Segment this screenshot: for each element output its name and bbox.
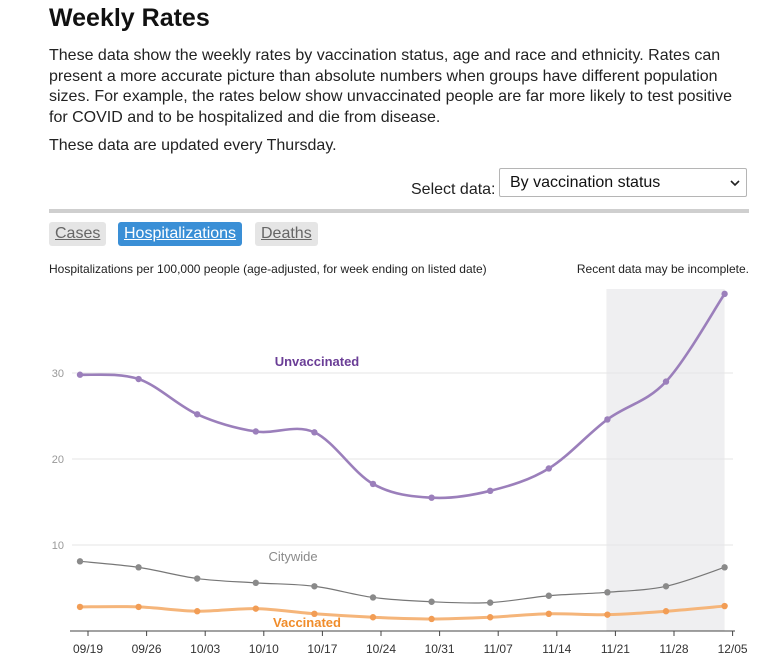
- x-tick-label: 10/17: [307, 642, 337, 656]
- unvaccinated-point: [194, 411, 201, 418]
- tab-deaths[interactable]: Deaths: [255, 222, 318, 246]
- unvaccinated-point: [428, 494, 435, 501]
- vaccinated-point: [662, 608, 670, 615]
- unvaccinated-point: [662, 378, 670, 385]
- unvaccinated-point: [135, 375, 142, 383]
- vaccinated-point: [76, 603, 84, 611]
- citywide-line: [79, 560, 725, 604]
- vaccinated-point: [721, 602, 728, 610]
- vaccinated-series-label: Vaccinated: [273, 615, 341, 630]
- vaccinated-point: [194, 608, 201, 615]
- chart-caption: Hospitalizations per 100,000 people (age…: [49, 262, 487, 276]
- unvaccinated-point: [311, 429, 318, 436]
- x-tick-label: 11/21: [601, 642, 630, 656]
- x-tick-label: 11/07: [484, 642, 513, 656]
- unvaccinated-point: [487, 487, 494, 495]
- section-divider: [49, 209, 749, 213]
- unvaccinated-point: [369, 480, 377, 488]
- vaccinated-point: [487, 614, 494, 621]
- citywide-point: [487, 599, 494, 606]
- page-title: Weekly Rates: [49, 4, 210, 32]
- update-note: These data are updated every Thursday.: [49, 137, 337, 154]
- x-tick-label: 12/05: [718, 642, 748, 656]
- tab-hospitalizations[interactable]: Hospitalizations: [118, 222, 243, 246]
- unvaccinated-point: [604, 416, 611, 423]
- data-type-select[interactable]: By vaccination status: [499, 168, 747, 197]
- x-tick-label: 10/10: [249, 642, 279, 656]
- citywide-point: [604, 589, 611, 596]
- x-tick-label: 10/24: [366, 642, 396, 656]
- vaccinated-point: [311, 610, 318, 617]
- citywide-point: [252, 579, 259, 587]
- vaccinated-point: [428, 615, 435, 623]
- y-tick-label: 20: [52, 454, 64, 466]
- y-tick-label: 10: [52, 540, 64, 552]
- unvaccinated-point: [721, 290, 728, 298]
- vaccinated-point: [545, 610, 552, 617]
- y-tick-label: 30: [52, 368, 64, 380]
- unvaccinated-point: [252, 428, 259, 435]
- x-tick-label: 10/03: [190, 642, 220, 656]
- citywide-point: [135, 564, 142, 571]
- vaccinated-point: [135, 603, 142, 611]
- x-tick-label: 11/28: [659, 642, 688, 656]
- citywide-point: [721, 564, 728, 571]
- incomplete-data-band: [606, 289, 725, 631]
- citywide-point: [311, 583, 318, 590]
- citywide-series-label: Citywide: [268, 549, 317, 564]
- citywide-point: [545, 592, 552, 599]
- select-data-label: Select data:: [411, 181, 496, 198]
- unvaccinated-series-label: Unvaccinated: [275, 354, 360, 369]
- citywide-point: [194, 575, 201, 582]
- citywide-point: [662, 583, 670, 590]
- x-tick-label: 11/14: [542, 642, 571, 656]
- vaccinated-point: [252, 605, 259, 612]
- unvaccinated-point: [76, 371, 84, 378]
- unvaccinated-point: [545, 465, 552, 472]
- vaccinated-line: [79, 604, 725, 621]
- x-tick-label: 10/31: [425, 642, 455, 656]
- citywide-point: [428, 598, 435, 605]
- citywide-point: [369, 594, 377, 601]
- chevron-down-icon: [730, 180, 740, 187]
- incomplete-data-note: Recent data may be incomplete.: [576, 262, 749, 276]
- vaccinated-point: [604, 611, 611, 618]
- tab-cases[interactable]: Cases: [49, 222, 107, 246]
- x-tick-label: 09/19: [73, 642, 103, 656]
- citywide-point: [76, 558, 84, 565]
- intro-paragraph: These data show the weekly rates by vacc…: [49, 47, 732, 126]
- vaccinated-point: [369, 614, 377, 621]
- data-type-select-value: By vaccination status: [510, 174, 661, 191]
- x-tick-label: 09/26: [132, 642, 162, 656]
